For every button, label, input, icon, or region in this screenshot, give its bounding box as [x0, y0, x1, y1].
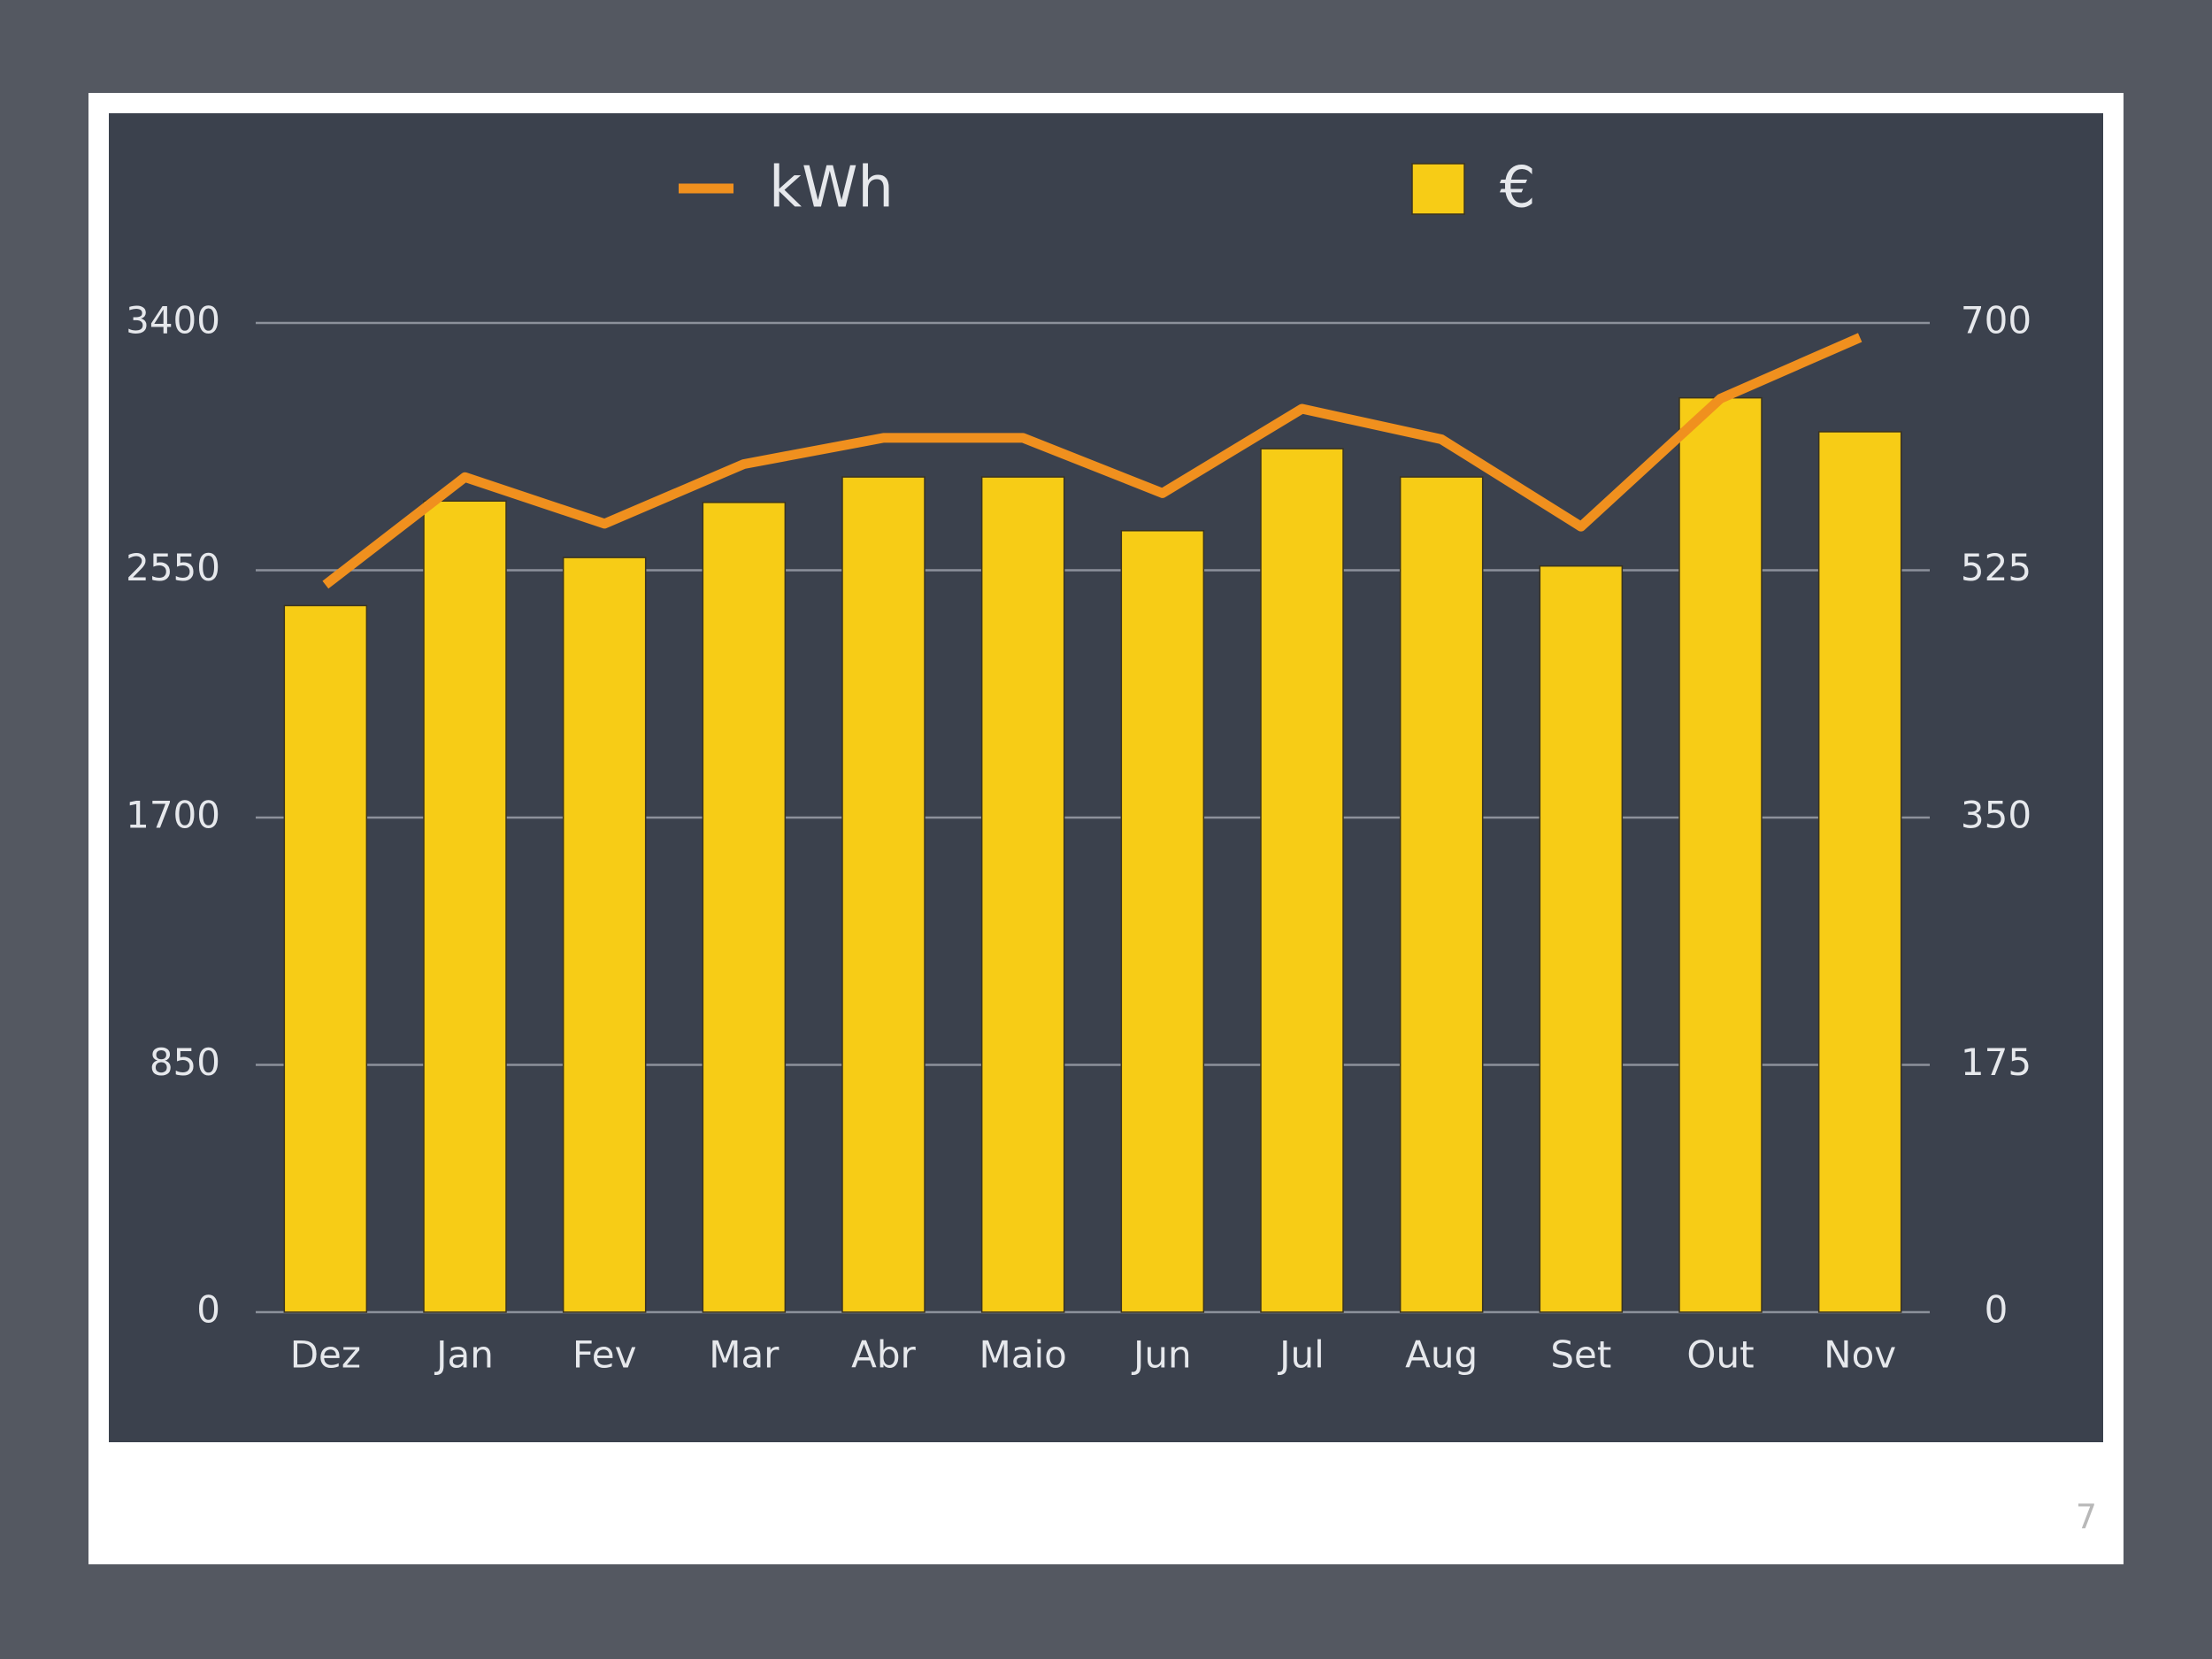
bar — [841, 476, 926, 1313]
legend-label: € — [1500, 156, 1536, 221]
y2-tick-label: 350 — [1961, 794, 2032, 837]
bar — [423, 500, 507, 1313]
y2-tick-label: 175 — [1961, 1041, 2032, 1084]
x-tick-label: Jan — [434, 1333, 494, 1377]
bar — [1260, 448, 1344, 1313]
page-number: 7 — [2076, 1498, 2097, 1537]
y2-tick-label: 525 — [1961, 546, 2032, 589]
x-tick-label: Set — [1550, 1333, 1611, 1377]
bar — [1399, 476, 1484, 1313]
x-tick-label: Aug — [1405, 1333, 1478, 1377]
legend-swatch — [1411, 163, 1465, 215]
y2-tick-label: 700 — [1961, 299, 2032, 342]
bar — [283, 604, 368, 1313]
y-tick-label: 1700 — [126, 794, 220, 837]
x-tick-label: Abr — [851, 1333, 916, 1377]
chart-panel — [109, 113, 2103, 1442]
x-tick-label: Maio — [979, 1333, 1066, 1377]
bar — [980, 476, 1065, 1313]
x-tick-label: Jun — [1131, 1333, 1192, 1377]
x-tick-label: Mar — [709, 1333, 780, 1377]
bar — [1817, 431, 1902, 1313]
y2-tick-label: 0 — [1985, 1288, 2008, 1332]
y-tick-label: 0 — [196, 1288, 220, 1332]
x-tick-label: Fev — [572, 1333, 637, 1377]
bar — [1539, 565, 1624, 1313]
bar — [1678, 396, 1763, 1313]
legend-label: kWh — [769, 156, 894, 221]
y-tick-label: 3400 — [126, 299, 220, 342]
y-tick-label: 850 — [150, 1041, 220, 1084]
x-tick-label: Dez — [290, 1333, 361, 1377]
x-tick-label: Out — [1686, 1333, 1754, 1377]
x-tick-label: Nov — [1824, 1333, 1896, 1377]
bar — [1120, 530, 1205, 1313]
y-tick-label: 2550 — [126, 546, 220, 589]
line — [322, 333, 1863, 589]
bar — [562, 557, 647, 1313]
bar — [702, 502, 787, 1313]
x-tick-label: Jul — [1277, 1333, 1325, 1377]
